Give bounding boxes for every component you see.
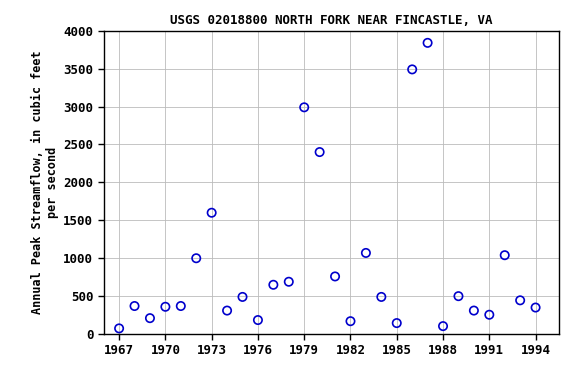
Point — [145, 315, 154, 321]
Point — [269, 282, 278, 288]
Point — [516, 297, 525, 303]
Point — [500, 252, 509, 258]
Point — [130, 303, 139, 309]
Point — [222, 308, 232, 314]
Y-axis label: Annual Peak Streamflow, in cubic feet
per second: Annual Peak Streamflow, in cubic feet pe… — [31, 51, 59, 314]
Point — [315, 149, 324, 155]
Point — [423, 40, 432, 46]
Point — [253, 317, 263, 323]
Point — [484, 312, 494, 318]
Point — [192, 255, 201, 261]
Point — [454, 293, 463, 299]
Point — [300, 104, 309, 110]
Point — [408, 66, 417, 73]
Point — [346, 318, 355, 324]
Point — [331, 273, 340, 280]
Point — [361, 250, 370, 256]
Point — [438, 323, 448, 329]
Point — [377, 294, 386, 300]
Point — [469, 308, 479, 314]
Point — [392, 320, 401, 326]
Point — [284, 279, 293, 285]
Point — [531, 305, 540, 311]
Point — [115, 325, 124, 331]
Point — [176, 303, 185, 309]
Point — [161, 304, 170, 310]
Point — [238, 294, 247, 300]
Title: USGS 02018800 NORTH FORK NEAR FINCASTLE, VA: USGS 02018800 NORTH FORK NEAR FINCASTLE,… — [170, 14, 492, 27]
Point — [207, 210, 216, 216]
